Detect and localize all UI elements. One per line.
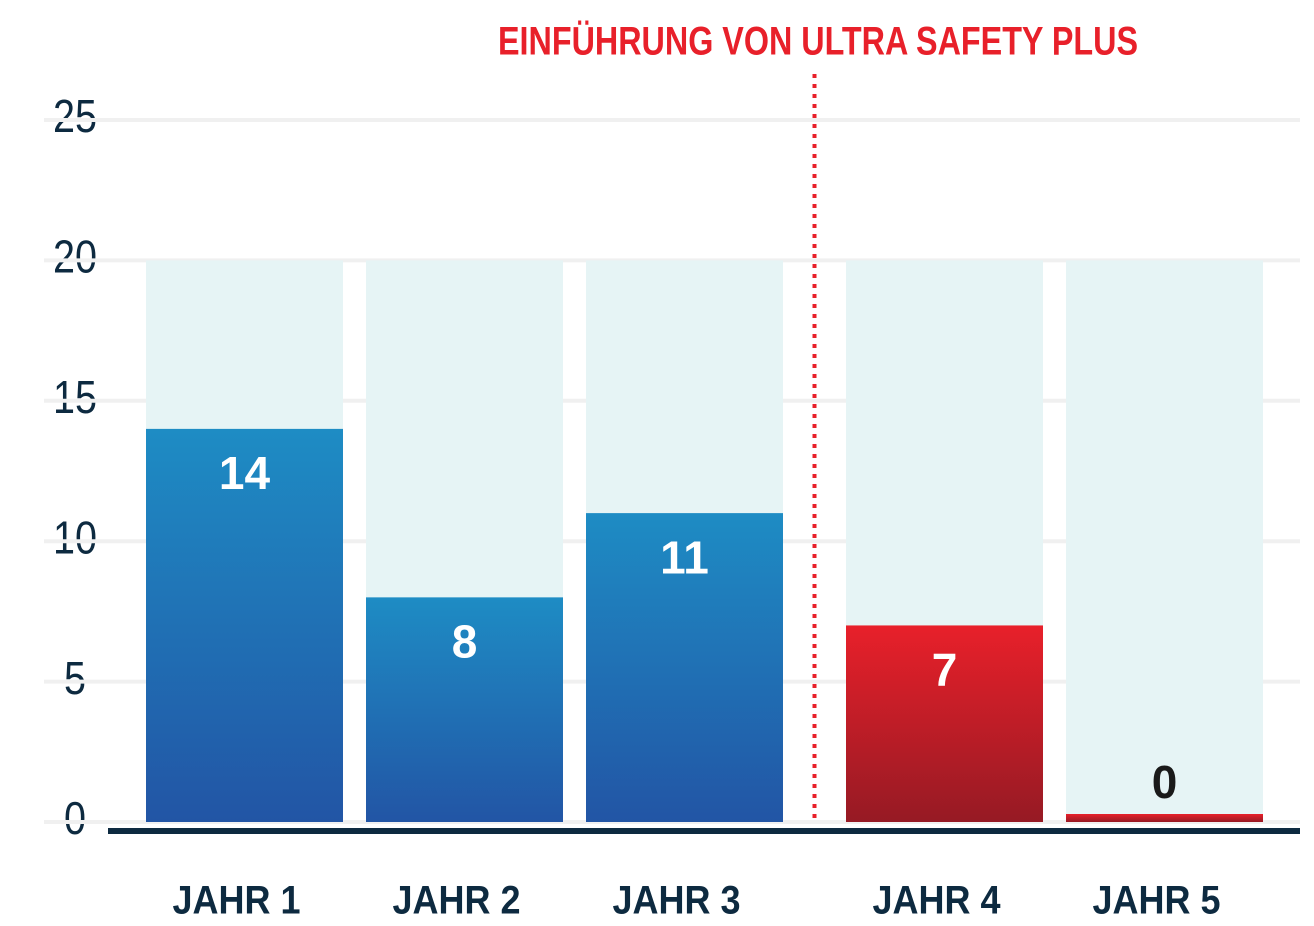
y-tick-label: 5 bbox=[64, 652, 86, 704]
x-tick-label: JAHR 1 bbox=[173, 879, 301, 923]
bar bbox=[586, 513, 783, 822]
bar bbox=[846, 625, 1043, 822]
value-label: 14 bbox=[219, 447, 271, 499]
value-label: 7 bbox=[932, 644, 958, 696]
bar bbox=[366, 597, 563, 822]
annotation: EINFÜHRUNG VON ULTRA SAFETY PLUS bbox=[498, 19, 1138, 64]
x-tick-label: JAHR 2 bbox=[393, 879, 521, 923]
y-tick-label: 15 bbox=[53, 371, 97, 423]
x-tick-label: JAHR 4 bbox=[873, 879, 1002, 923]
y-tick-label: 25 bbox=[53, 90, 97, 142]
x-tick-label: JAHR 5 bbox=[1093, 879, 1221, 923]
bar bbox=[1066, 814, 1263, 822]
x-tick-label: JAHR 3 bbox=[613, 879, 741, 923]
bar-backdrop bbox=[1066, 260, 1263, 822]
value-label: 0 bbox=[1152, 756, 1178, 808]
value-label: 11 bbox=[660, 531, 709, 583]
y-tick-label: 0 bbox=[64, 792, 86, 844]
value-label: 8 bbox=[452, 616, 478, 668]
bar bbox=[146, 428, 343, 822]
y-tick-label: 20 bbox=[53, 231, 97, 283]
y-tick-label: 10 bbox=[53, 511, 97, 563]
